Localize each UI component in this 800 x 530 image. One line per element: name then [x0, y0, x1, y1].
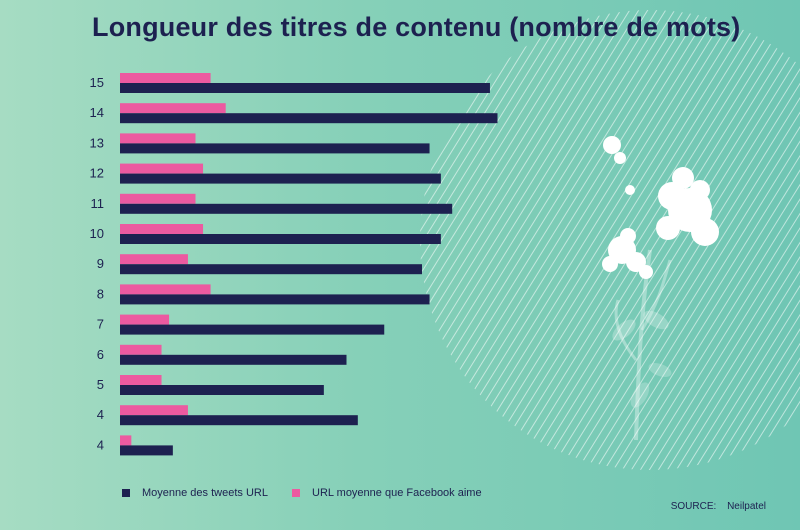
flower-illustration — [602, 136, 719, 441]
source-label: SOURCE: — [670, 501, 717, 512]
bar-facebook — [120, 435, 132, 446]
bar-tweets — [120, 203, 453, 214]
bar-tweets — [120, 83, 490, 93]
y-tick-label: 10 — [90, 226, 104, 241]
bar-tweets — [120, 173, 441, 184]
bar-tweets — [120, 445, 173, 456]
source-value: Neilpatel — [727, 501, 766, 512]
bar-tweets — [120, 294, 430, 305]
legend-item-tweets: Moyenne des tweets URL — [122, 487, 268, 499]
bar-facebook — [120, 344, 162, 355]
bar-tweets — [120, 324, 385, 335]
bar-tweets — [120, 264, 422, 275]
bar-facebook — [120, 133, 196, 144]
legend-label-facebook: URL moyenne que Facebook aime — [312, 487, 482, 499]
bar-facebook — [120, 405, 188, 416]
source-note: SOURCE: Neilpatel — [671, 501, 766, 512]
bar-facebook — [120, 73, 211, 83]
y-tick-label: 9 — [97, 256, 104, 271]
bar-tweets — [120, 113, 498, 124]
y-tick-label: 4 — [97, 407, 104, 422]
bar-tweets — [120, 385, 324, 395]
bar-tweets — [120, 415, 358, 426]
y-tick-label: 5 — [97, 377, 104, 392]
bar-tweets — [120, 354, 347, 365]
legend-swatch-facebook — [292, 489, 300, 497]
bar-tweets — [120, 143, 430, 154]
y-tick-label: 12 — [90, 166, 104, 181]
y-tick-label: 15 — [90, 75, 104, 90]
chart-title: Longueur des titres de contenu (nombre d… — [92, 12, 741, 42]
bar-facebook — [120, 103, 226, 114]
y-tick-label: 13 — [90, 135, 104, 150]
y-tick-label: 4 — [97, 437, 104, 452]
legend-label-tweets: Moyenne des tweets URL — [142, 487, 268, 499]
y-tick-label: 6 — [97, 347, 104, 362]
bar-tweets — [120, 234, 441, 244]
legend-item-facebook: URL moyenne que Facebook aime — [292, 487, 482, 499]
bar-facebook — [120, 224, 204, 234]
bar-facebook — [120, 314, 170, 325]
y-tick-label: 7 — [97, 317, 104, 332]
bar-facebook — [120, 193, 196, 204]
y-tick-label: 8 — [97, 286, 104, 301]
bar-facebook — [120, 163, 204, 174]
y-tick-label: 14 — [90, 105, 104, 120]
legend-swatch-tweets — [122, 489, 130, 497]
bar-facebook — [120, 375, 162, 385]
bar-facebook — [120, 284, 211, 295]
bar-facebook — [120, 254, 188, 265]
y-tick-label: 11 — [91, 196, 105, 211]
